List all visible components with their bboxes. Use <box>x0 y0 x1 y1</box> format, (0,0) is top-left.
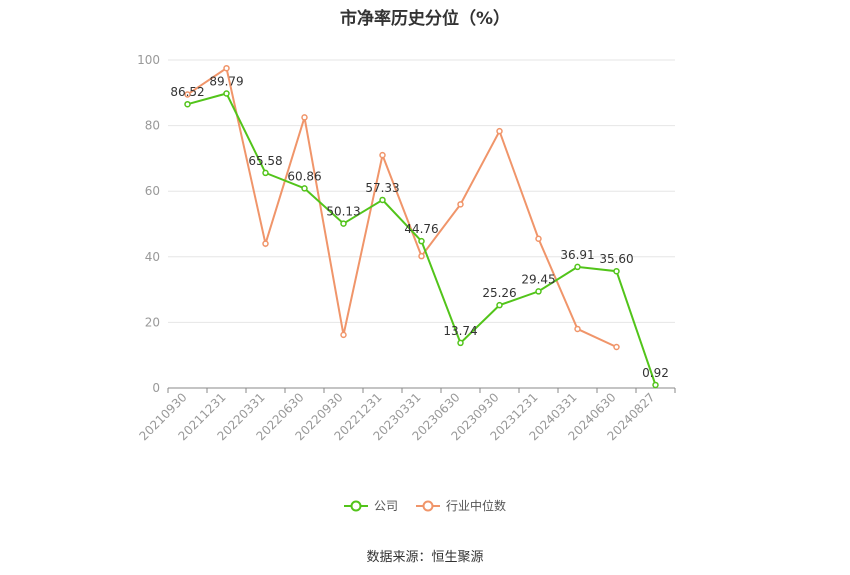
legend-item[interactable]: 公司 <box>343 497 398 514</box>
data-point <box>652 381 659 389</box>
data-point <box>184 100 191 108</box>
data-point <box>535 288 542 295</box>
y-tick-label: 80 <box>145 119 160 133</box>
data-point <box>262 240 269 247</box>
data-point <box>418 252 425 260</box>
legend: 公司 行业中位数 <box>0 497 850 514</box>
y-tick-label: 60 <box>145 184 160 198</box>
data-point <box>574 325 581 333</box>
data-point <box>613 343 620 351</box>
data-point <box>184 91 191 98</box>
y-tick-label: 100 <box>137 53 160 67</box>
data-point <box>340 331 347 339</box>
y-tick-label: 0 <box>152 381 160 395</box>
legend-swatch <box>416 500 440 511</box>
data-point <box>301 185 308 192</box>
data-label: 35.60 <box>599 252 633 266</box>
legend-swatch <box>343 500 368 511</box>
data-point <box>301 114 308 121</box>
data-label: 60.86 <box>287 169 321 183</box>
data-label: 29.45 <box>521 272 555 286</box>
line-chart: 0204060801002021093020211231202203312022… <box>137 53 676 443</box>
data-labels: 86.52 89.79 65.58 60.86 50.13 57.33 44.76 13.74… <box>170 74 669 379</box>
series <box>184 64 659 389</box>
data-label: 89.79 <box>209 74 243 88</box>
grid-lines <box>168 59 675 323</box>
data-point <box>457 339 464 347</box>
data-label: 57.33 <box>365 181 399 195</box>
data-point <box>535 235 542 243</box>
data-point <box>379 196 386 204</box>
y-tick-label: 40 <box>145 250 160 264</box>
data-point <box>613 267 620 275</box>
y-tick-label: 20 <box>145 315 160 329</box>
series-line-1 <box>186 66 617 348</box>
data-point <box>262 169 269 177</box>
data-point <box>340 220 347 227</box>
data-label: 25.26 <box>482 286 516 300</box>
legend-label: 行业中位数 <box>446 499 507 513</box>
data-label: 44.76 <box>404 222 438 236</box>
data-point <box>379 151 386 159</box>
data-point <box>574 263 581 271</box>
data-point <box>496 127 503 135</box>
data-label: 65.58 <box>248 154 282 168</box>
source-note: 数据来源：恒生聚源 <box>366 550 484 565</box>
data-point <box>223 90 230 97</box>
legend-item[interactable]: 行业中位数 <box>416 497 506 514</box>
legend-label: 公司 <box>373 499 398 513</box>
chart-title: 市净率历史分位（%） <box>339 9 511 29</box>
data-point <box>496 301 503 309</box>
data-label: 86.52 <box>170 85 204 99</box>
data-point <box>457 201 464 208</box>
data-point <box>418 237 425 245</box>
data-label: 13.74 <box>443 324 477 338</box>
data-point <box>223 64 230 72</box>
data-label: 50.13 <box>326 205 360 219</box>
data-label: 0.92 <box>642 366 669 380</box>
data-label: 36.91 <box>560 248 594 262</box>
